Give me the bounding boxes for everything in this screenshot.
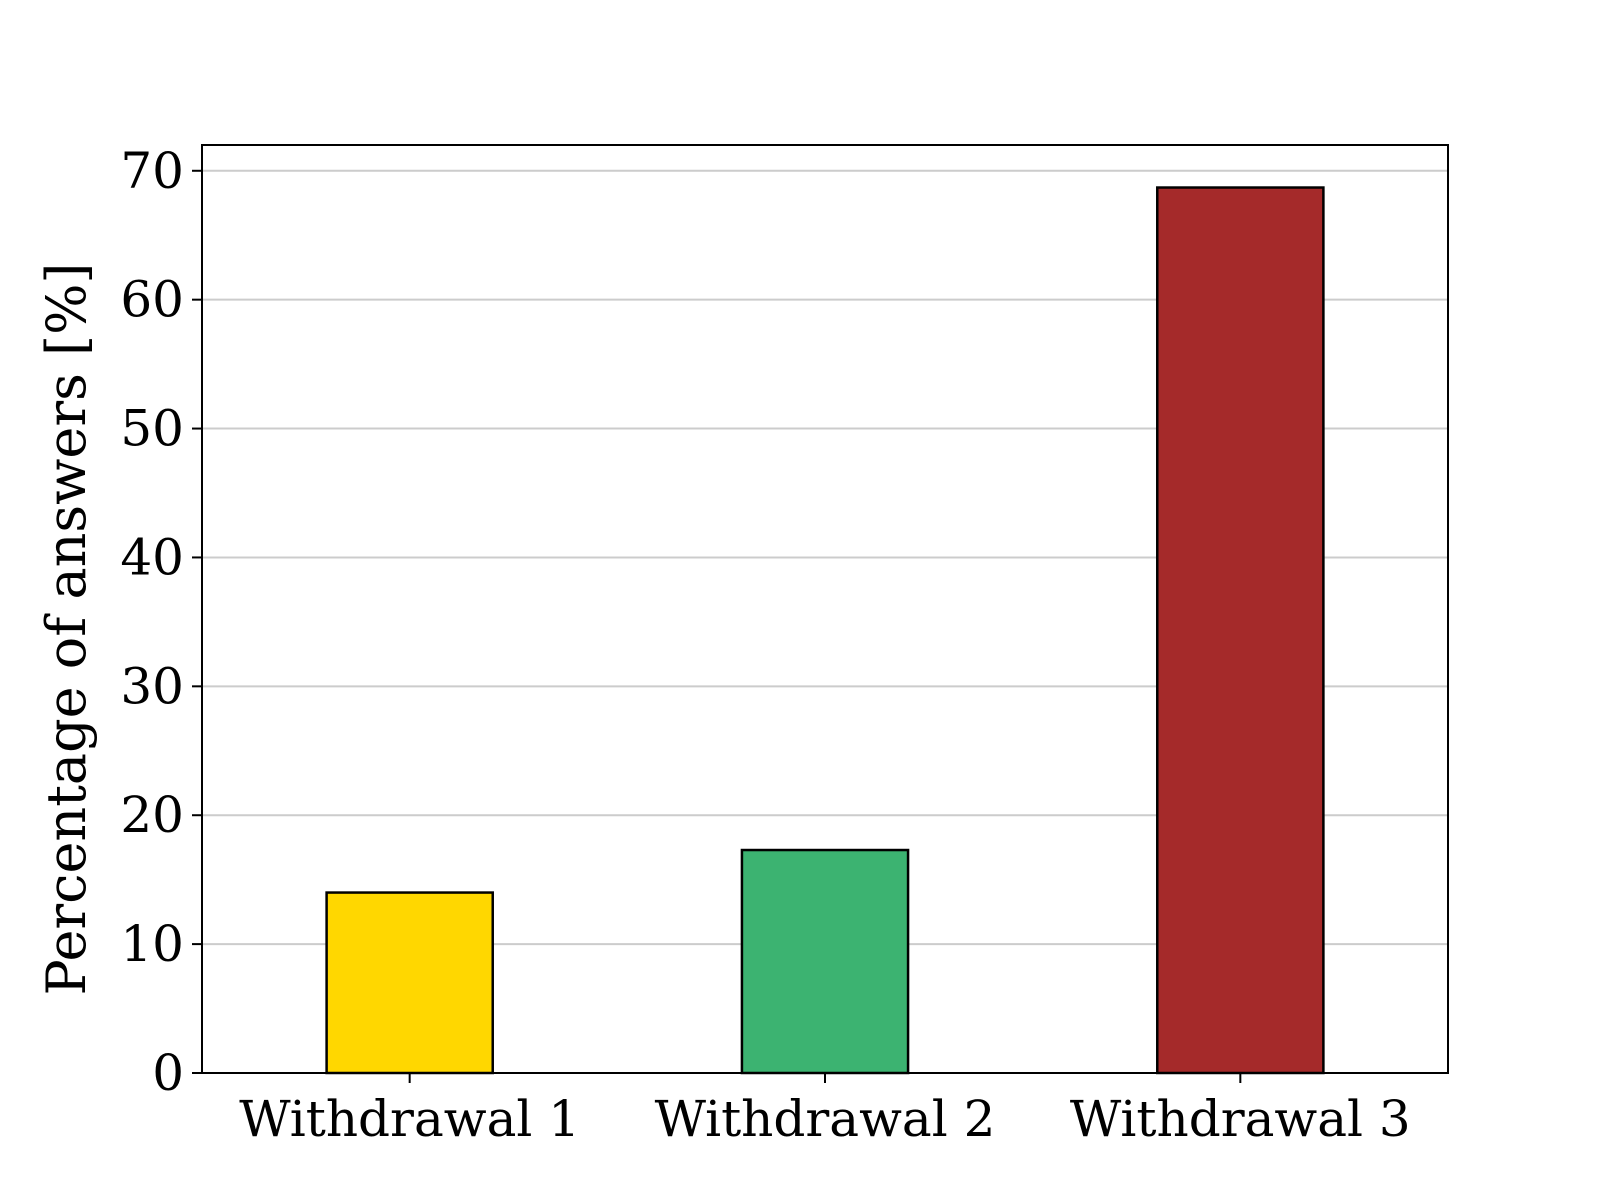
bar-withdrawal-2	[740, 848, 910, 1075]
x-tick-label: Withdrawal 2	[655, 1090, 996, 1148]
bars	[325, 186, 1325, 1075]
bar-withdrawal-1	[325, 891, 494, 1075]
grid-lines	[202, 169, 1448, 946]
y-tick-label: 70	[120, 142, 184, 200]
y-tick-label: 40	[120, 528, 184, 586]
x-tick-labels: Withdrawal 1 Withdrawal 2 Withdrawal 3	[239, 1090, 1410, 1148]
x-tick-label: Withdrawal 1	[239, 1090, 580, 1148]
y-tick-label: 60	[120, 271, 184, 329]
y-tick-label: 30	[120, 657, 184, 715]
tick-marks	[192, 169, 1242, 1083]
y-tick-label: 50	[120, 400, 184, 458]
y-tick-label: 0	[152, 1044, 184, 1102]
x-tick-label: Withdrawal 3	[1070, 1090, 1411, 1148]
y-axis-label: Percentage of answers [%]	[35, 263, 98, 996]
y-tick-labels: 0 10 20 30 40 50 60 70	[120, 142, 184, 1102]
y-tick-label: 10	[120, 915, 184, 973]
y-tick-label: 20	[120, 786, 184, 844]
bar-withdrawal-3	[1156, 186, 1325, 1075]
